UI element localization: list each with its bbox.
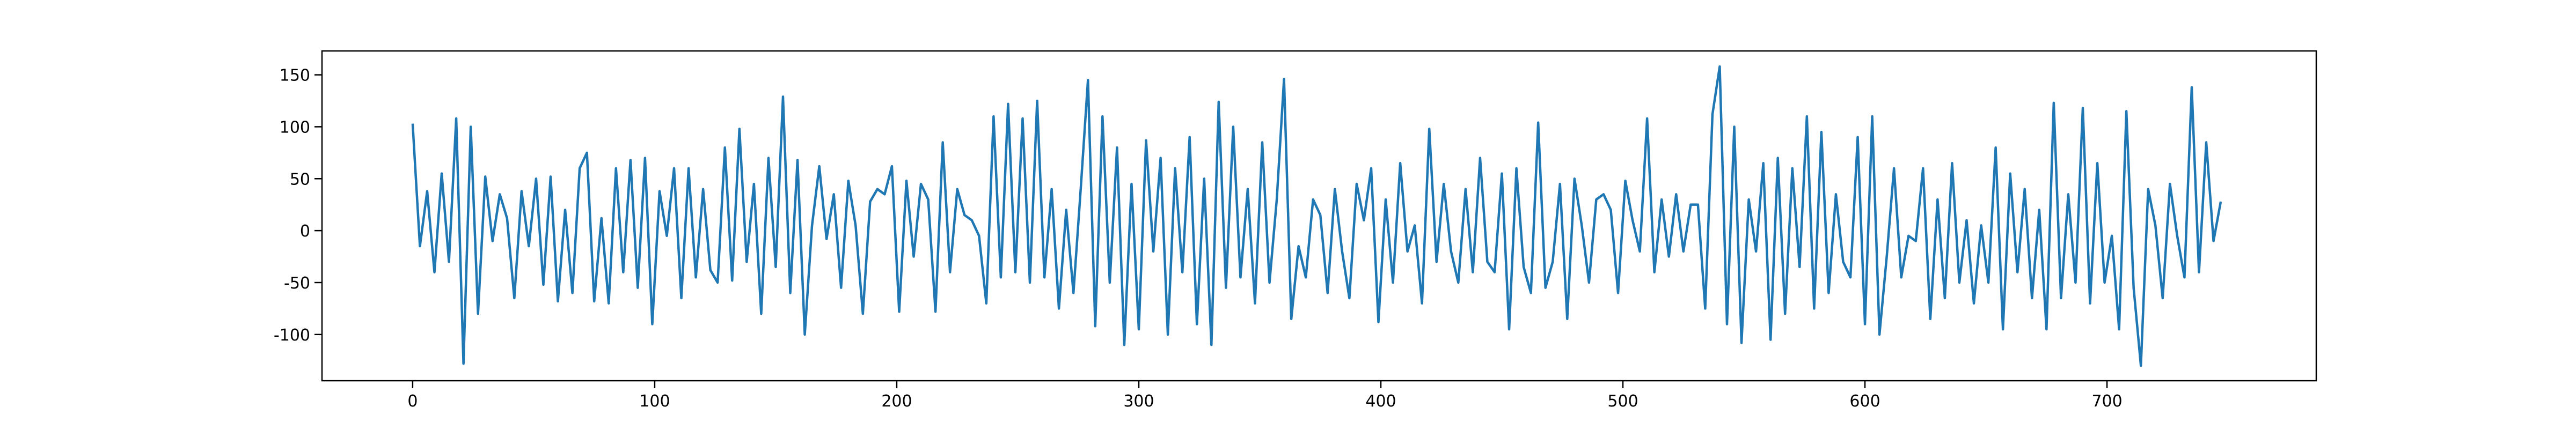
y-tick-label: -50 bbox=[284, 274, 310, 293]
y-tick-label: 100 bbox=[280, 118, 310, 137]
x-tick-label: 700 bbox=[2091, 392, 2122, 411]
x-tick-label: 500 bbox=[1607, 392, 1638, 411]
x-tick-label: 600 bbox=[1849, 392, 1880, 411]
y-tick-label: 0 bbox=[300, 222, 310, 241]
x-tick-label: 200 bbox=[881, 392, 912, 411]
y-tick-label: -100 bbox=[274, 326, 310, 345]
x-tick-label: 0 bbox=[407, 392, 418, 411]
y-tick-label: 50 bbox=[290, 170, 310, 189]
plot-frame bbox=[321, 50, 2317, 382]
x-tick-label: 100 bbox=[639, 392, 670, 411]
x-tick-label: 300 bbox=[1123, 392, 1154, 411]
y-tick-label: 150 bbox=[280, 66, 310, 85]
data-line bbox=[411, 65, 2222, 367]
x-tick-label: 400 bbox=[1365, 392, 1396, 411]
